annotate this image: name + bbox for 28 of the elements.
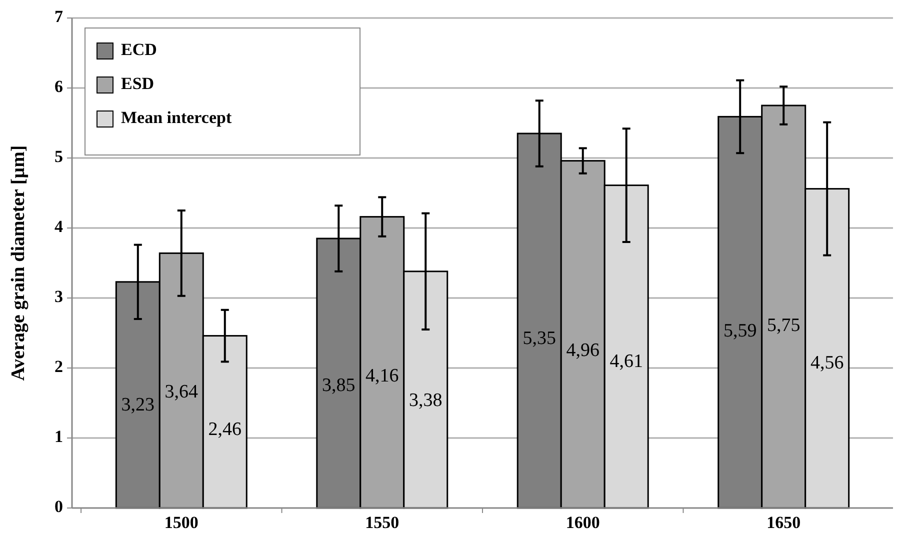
data-label: 2,46 (208, 418, 242, 440)
x-tick-label: 1650 (766, 513, 801, 532)
data-label: 4,96 (566, 340, 600, 362)
legend-label: ECD (121, 40, 157, 59)
data-label: 3,64 (164, 382, 199, 403)
data-label: 4,16 (366, 365, 399, 386)
y-tick-label: 6 (54, 76, 63, 96)
x-tick-label: 1550 (365, 513, 400, 532)
data-label: 5,59 (723, 320, 757, 342)
y-tick-label: 7 (54, 6, 64, 26)
y-tick-label: 3 (54, 286, 63, 306)
data-label: 5,35 (522, 328, 556, 349)
data-label: 4,61 (610, 351, 643, 372)
data-label: 3,85 (322, 375, 356, 396)
data-label: 4,56 (810, 352, 844, 374)
y-tick-label: 1 (54, 426, 63, 446)
y-tick-label: 4 (54, 216, 64, 236)
data-label: 5,75 (766, 315, 800, 336)
legend-label: ESD (121, 74, 154, 93)
y-axis-title: Average grain diameter [µm] (8, 145, 29, 381)
x-tick-label: 1600 (566, 513, 600, 532)
y-tick-label: 5 (54, 146, 63, 166)
data-label: 3,23 (121, 394, 155, 416)
legend-label: Mean intercept (121, 108, 232, 127)
data-label: 3,38 (409, 390, 442, 411)
x-tick-label: 1500 (164, 513, 198, 532)
y-tick-label: 2 (54, 356, 63, 376)
y-tick-label: 0 (54, 496, 63, 516)
